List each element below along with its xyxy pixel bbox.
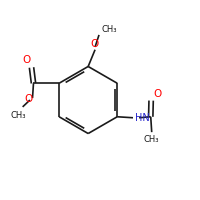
Text: O: O [24, 94, 33, 104]
Text: O: O [90, 39, 98, 49]
Text: O: O [153, 89, 161, 99]
Text: HN: HN [135, 113, 150, 123]
Text: CH₃: CH₃ [102, 25, 117, 34]
Text: CH₃: CH₃ [144, 135, 159, 144]
Text: CH₃: CH₃ [11, 111, 26, 120]
Text: O: O [22, 55, 31, 65]
